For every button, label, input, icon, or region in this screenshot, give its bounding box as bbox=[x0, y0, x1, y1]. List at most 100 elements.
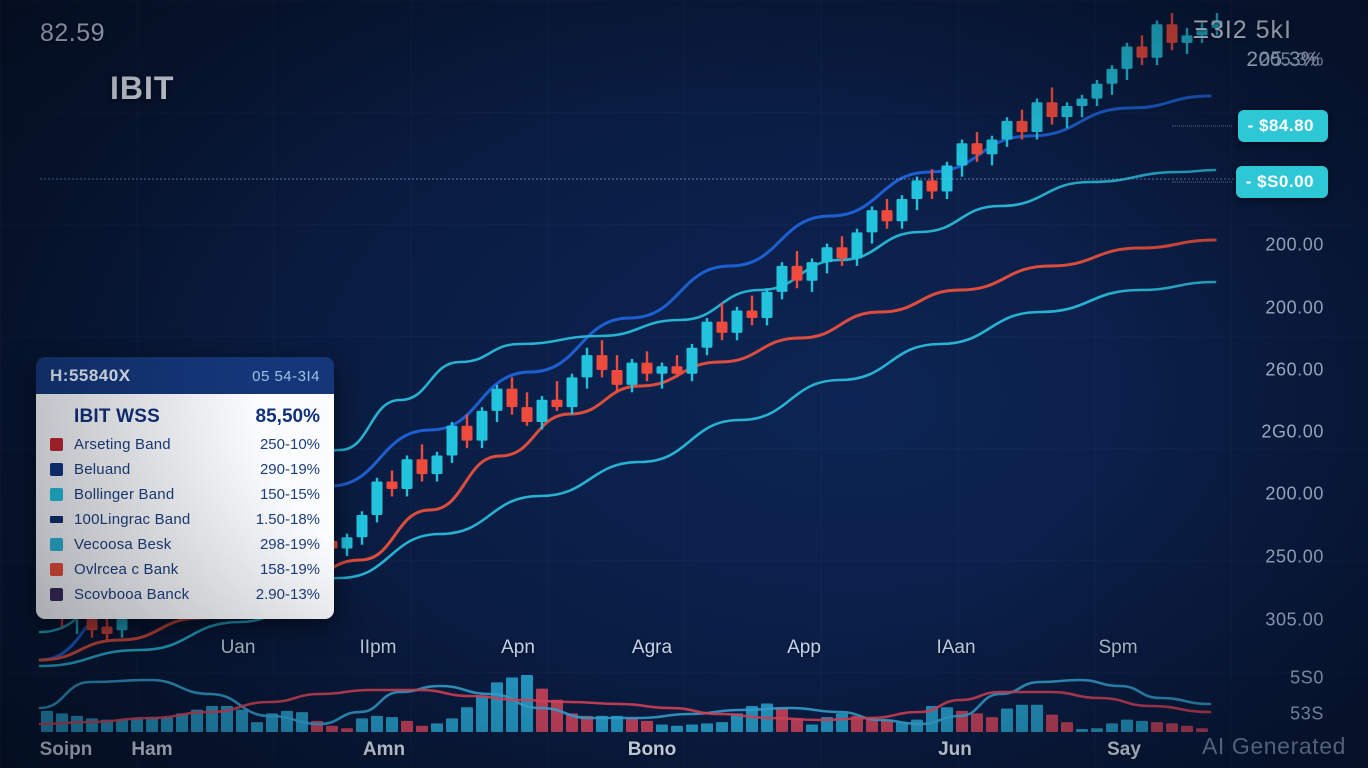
volume-bar bbox=[446, 718, 458, 732]
x-axis-tick: IAan bbox=[936, 637, 976, 658]
price-axis-tick: 200.00 bbox=[1265, 483, 1324, 504]
legend-series-name: Bollinger Band bbox=[74, 486, 175, 503]
legend-color-swatch bbox=[50, 563, 63, 576]
candlestick bbox=[701, 317, 713, 356]
volume-bar bbox=[911, 719, 923, 732]
legend-row[interactable]: Arseting Band 250-10% bbox=[50, 432, 320, 457]
volume-bar bbox=[41, 710, 53, 732]
volume-bar bbox=[626, 718, 638, 732]
volume-bar bbox=[1106, 723, 1118, 732]
x-axis-tick: IIpm bbox=[359, 637, 397, 658]
x-axis-tick: Uan bbox=[220, 637, 256, 658]
legend-series-name: Scovbooa Banck bbox=[74, 586, 190, 603]
volume-bar bbox=[716, 722, 728, 732]
candlestick bbox=[611, 355, 623, 393]
watermark: AI Generated bbox=[1201, 733, 1346, 759]
candlestick bbox=[431, 451, 443, 482]
legend-color-swatch bbox=[50, 538, 63, 551]
legend-rows: IBIT WSS 85,50% Arseting Band 250-10% Beluan… bbox=[36, 394, 334, 619]
legend-row[interactable]: 100Lingrac Band 1.50-18% bbox=[50, 507, 320, 532]
candlestick bbox=[581, 347, 593, 389]
price-axis-tick: 2G0.00 bbox=[1261, 421, 1324, 442]
candlestick bbox=[851, 228, 863, 266]
candlestick bbox=[476, 407, 488, 449]
quote-value: 82.59 bbox=[40, 19, 106, 47]
legend-series-name: Arseting Band bbox=[74, 436, 171, 453]
candlestick bbox=[566, 373, 578, 415]
legend-row[interactable]: Beluand 290-19% bbox=[50, 457, 320, 482]
candlestick bbox=[716, 303, 728, 341]
legend-series-name: Vecoosa Besk bbox=[74, 536, 172, 553]
volume-chart[interactable] bbox=[0, 668, 1368, 736]
candlestick bbox=[491, 384, 503, 423]
legend-series-value: 298-19% bbox=[259, 536, 320, 553]
price-axis-tick: 260.00 bbox=[1265, 359, 1324, 380]
candlestick bbox=[641, 351, 653, 382]
legend-series-name: 100Lingrac Band bbox=[74, 511, 191, 528]
legend-panel[interactable]: H:55840X 05 54-3I4 IBIT WSS 85,50% Arsetin… bbox=[36, 357, 334, 619]
legend-header-subtitle: 05 54-3I4 bbox=[252, 367, 320, 385]
volume-bar bbox=[1181, 725, 1193, 732]
candlestick bbox=[686, 343, 698, 382]
candlestick bbox=[416, 444, 428, 482]
candlestick bbox=[806, 258, 818, 292]
candlestick bbox=[986, 135, 998, 166]
volume-bar bbox=[371, 715, 383, 732]
candlestick bbox=[596, 340, 608, 378]
x-axis-bottom-tick: Bono bbox=[627, 739, 677, 760]
volume-bar bbox=[1151, 722, 1163, 732]
x-axis-bottom-tick: Jun bbox=[938, 739, 972, 760]
volume-bar bbox=[281, 710, 293, 732]
price-tag[interactable]: - $S0.00 bbox=[1235, 166, 1328, 198]
candlestick bbox=[401, 455, 413, 497]
volume-bar bbox=[206, 705, 218, 732]
candlestick bbox=[371, 477, 383, 523]
price-axis-tick: 53S bbox=[1290, 703, 1324, 724]
candlestick bbox=[1046, 87, 1058, 125]
legend-row[interactable]: Ovlrcea c Bank 158-19% bbox=[50, 557, 320, 582]
x-axis-bottom-tick: Ham bbox=[131, 739, 173, 760]
volume-bar bbox=[341, 728, 353, 732]
x-axis-tick: Agra bbox=[631, 637, 673, 658]
legend-row[interactable]: Bollinger Band 150-15% bbox=[50, 482, 320, 507]
legend-series-name: Ovlrcea c Bank bbox=[74, 561, 179, 578]
candlestick bbox=[1061, 102, 1073, 129]
candlestick bbox=[896, 195, 908, 229]
price-axis-tick: 205.3% bbox=[1259, 49, 1324, 70]
legend-row[interactable]: IBIT WSS 85,50% bbox=[50, 402, 320, 432]
candlestick bbox=[1121, 42, 1133, 80]
price-axis-tick: 200.00 bbox=[1265, 234, 1324, 255]
candlestick bbox=[761, 288, 773, 326]
volume-bar bbox=[1076, 729, 1088, 732]
price-axis: 205.3% 200.00 200.00 260.00 2G0.00 200.00 250.… bbox=[1238, 0, 1368, 724]
candlestick bbox=[356, 511, 368, 545]
price-axis-tick: 200.00 bbox=[1265, 297, 1324, 318]
volume-bar bbox=[491, 682, 503, 732]
volume-bar bbox=[326, 725, 338, 732]
volume-bar bbox=[1121, 719, 1133, 732]
volume-bar bbox=[131, 718, 143, 732]
legend-series-value: 290-19% bbox=[259, 461, 320, 478]
candlestick bbox=[746, 295, 758, 326]
price-tag[interactable]: - $84.80 bbox=[1237, 110, 1328, 142]
volume-bar bbox=[386, 717, 398, 732]
volume-bar bbox=[986, 717, 998, 732]
volume-bar bbox=[71, 715, 83, 732]
price-axis-tick: 305.00 bbox=[1265, 609, 1324, 630]
ticker-symbol: IBIT bbox=[110, 70, 175, 106]
volume-bar bbox=[251, 722, 263, 732]
volume-bar bbox=[656, 724, 668, 732]
candlestick bbox=[1136, 35, 1148, 66]
candlestick bbox=[1001, 117, 1013, 147]
volume-bar bbox=[806, 724, 818, 732]
x-axis-tick: Spm bbox=[1098, 637, 1138, 658]
volume-bar bbox=[641, 720, 653, 732]
legend-row[interactable]: Vecoosa Besk 298-19% bbox=[50, 532, 320, 557]
legend-row[interactable]: Scovbooa Banck 2.90-13% bbox=[50, 582, 320, 607]
candlestick bbox=[821, 243, 833, 274]
candlestick bbox=[731, 306, 743, 341]
legend-series-name: IBIT WSS bbox=[74, 406, 161, 427]
volume-bar bbox=[461, 707, 473, 732]
x-axis-bottom-tick: Amn bbox=[362, 739, 406, 760]
candlestick bbox=[521, 392, 533, 426]
